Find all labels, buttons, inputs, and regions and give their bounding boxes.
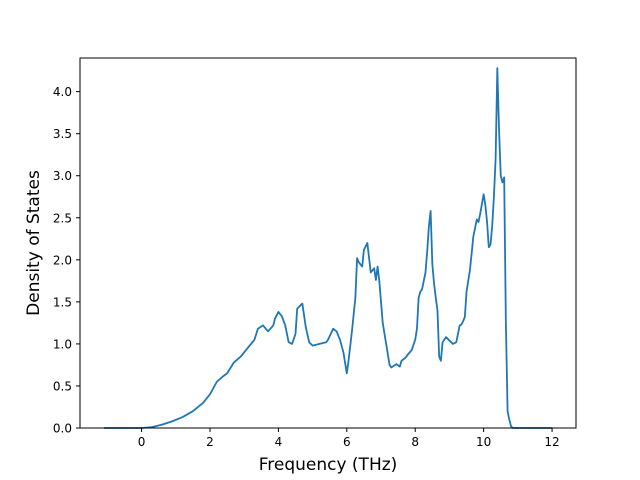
x-tick-label: 10 <box>476 435 491 449</box>
x-axis-ticks: 0 2 4 6 8 10 12 <box>138 428 560 449</box>
y-tick-label: 3.0 <box>53 169 72 183</box>
x-axis-label: Frequency (THz) <box>259 455 398 475</box>
y-tick-label: 0.5 <box>53 379 72 393</box>
x-tick-label: 6 <box>343 435 351 449</box>
x-tick-label: 0 <box>138 435 146 449</box>
x-tick-label: 8 <box>411 435 419 449</box>
dos-series-line <box>103 67 553 429</box>
y-tick-label: 4.0 <box>53 85 72 99</box>
y-tick-label: 3.5 <box>53 127 72 141</box>
y-tick-label: 0.0 <box>53 422 72 436</box>
y-tick-label: 1.0 <box>53 337 72 351</box>
y-axis-label: Density of States <box>24 170 44 316</box>
y-axis-ticks: 0.0 0.5 1.0 1.5 2.0 2.5 3.0 3.5 4.0 <box>53 85 80 436</box>
x-tick-label: 4 <box>275 435 283 449</box>
y-tick-label: 2.0 <box>53 253 72 267</box>
axes-frame <box>79 57 577 429</box>
y-tick-label: 1.5 <box>53 295 72 309</box>
x-tick-label: 2 <box>206 435 214 449</box>
y-tick-label: 2.5 <box>53 211 72 225</box>
plot-area <box>103 67 553 429</box>
x-tick-label: 12 <box>544 435 559 449</box>
